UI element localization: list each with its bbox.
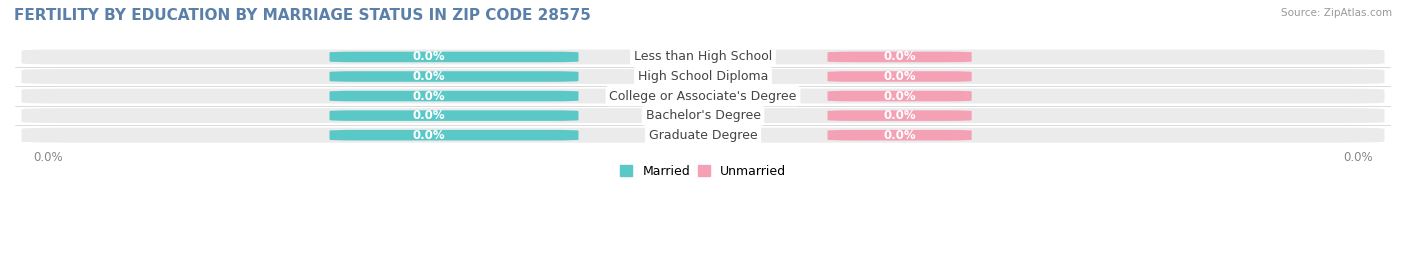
Legend: Married, Unmarried: Married, Unmarried xyxy=(614,160,792,183)
FancyBboxPatch shape xyxy=(828,110,972,121)
Text: 0.0%: 0.0% xyxy=(883,90,915,103)
FancyBboxPatch shape xyxy=(329,130,578,140)
FancyBboxPatch shape xyxy=(828,130,972,140)
FancyBboxPatch shape xyxy=(21,69,1385,84)
Text: 0.0%: 0.0% xyxy=(413,90,446,103)
Text: FERTILITY BY EDUCATION BY MARRIAGE STATUS IN ZIP CODE 28575: FERTILITY BY EDUCATION BY MARRIAGE STATU… xyxy=(14,8,591,23)
FancyBboxPatch shape xyxy=(828,71,972,82)
FancyBboxPatch shape xyxy=(329,52,578,62)
FancyBboxPatch shape xyxy=(329,110,578,121)
Text: Less than High School: Less than High School xyxy=(634,50,772,64)
FancyBboxPatch shape xyxy=(828,91,972,101)
Text: 0.0%: 0.0% xyxy=(413,50,446,64)
Text: 0.0%: 0.0% xyxy=(883,70,915,83)
FancyBboxPatch shape xyxy=(21,128,1385,143)
Text: 0.0%: 0.0% xyxy=(883,50,915,64)
FancyBboxPatch shape xyxy=(21,108,1385,123)
Text: College or Associate's Degree: College or Associate's Degree xyxy=(609,90,797,103)
Text: High School Diploma: High School Diploma xyxy=(638,70,768,83)
FancyBboxPatch shape xyxy=(329,91,578,101)
Text: 0.0%: 0.0% xyxy=(883,109,915,122)
FancyBboxPatch shape xyxy=(21,50,1385,64)
Text: Bachelor's Degree: Bachelor's Degree xyxy=(645,109,761,122)
Text: 0.0%: 0.0% xyxy=(413,70,446,83)
FancyBboxPatch shape xyxy=(329,71,578,82)
FancyBboxPatch shape xyxy=(21,89,1385,103)
FancyBboxPatch shape xyxy=(828,52,972,62)
Text: Graduate Degree: Graduate Degree xyxy=(648,129,758,142)
Text: 0.0%: 0.0% xyxy=(413,129,446,142)
Text: 0.0%: 0.0% xyxy=(883,129,915,142)
Text: 0.0%: 0.0% xyxy=(413,109,446,122)
Text: Source: ZipAtlas.com: Source: ZipAtlas.com xyxy=(1281,8,1392,18)
